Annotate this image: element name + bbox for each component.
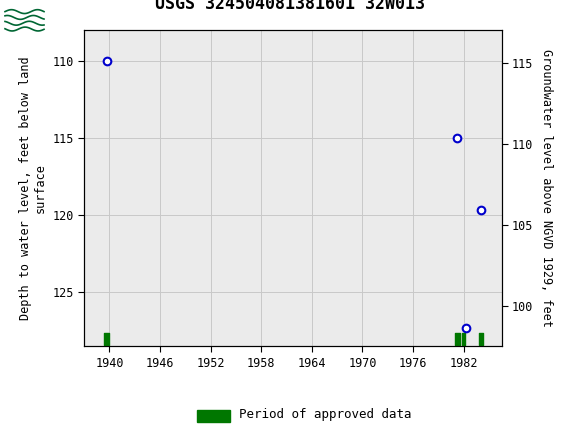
Text: USGS 324504081381601 32W013: USGS 324504081381601 32W013: [155, 0, 425, 13]
Text: Period of approved data: Period of approved data: [239, 408, 411, 421]
Bar: [197, 410, 230, 422]
Text: USGS: USGS: [52, 10, 107, 28]
Y-axis label: Groundwater level above NGVD 1929, feet: Groundwater level above NGVD 1929, feet: [541, 49, 553, 327]
Y-axis label: Depth to water level, feet below land
surface: Depth to water level, feet below land su…: [19, 56, 47, 320]
Bar: [4, 4, 46, 35]
